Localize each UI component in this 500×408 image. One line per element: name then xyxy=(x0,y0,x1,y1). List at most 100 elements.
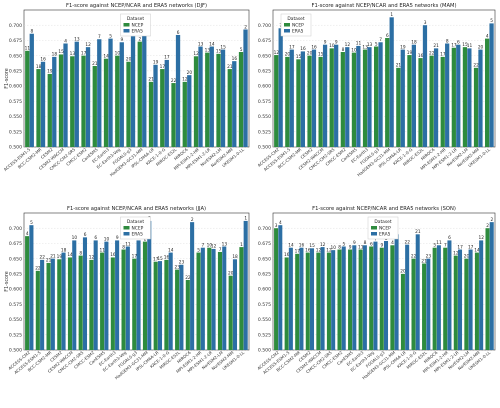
bar-rank-label: 21 xyxy=(148,77,154,83)
y-tick-label: 0.650 xyxy=(9,256,22,262)
y-tick-label: 0.675 xyxy=(9,38,22,44)
bar-era5 xyxy=(489,23,494,148)
bar-rank-label: 10 xyxy=(351,47,357,53)
bar-rank-label: 7 xyxy=(219,247,222,253)
legend-label-era5: ERA5 xyxy=(292,28,304,34)
bar-ncep xyxy=(171,83,176,147)
bar-rank-label: 15 xyxy=(462,42,468,48)
bar-rank-label: 9 xyxy=(381,243,384,249)
bar-ncep xyxy=(110,257,115,350)
bar-ncep xyxy=(451,47,456,147)
bar-era5 xyxy=(74,41,79,147)
bar-ncep xyxy=(142,241,148,350)
bar-era5 xyxy=(394,234,399,350)
bar-rank-label: 20 xyxy=(464,253,470,259)
bar-rank-label: 16 xyxy=(305,247,311,253)
bar-rank-label: 3 xyxy=(424,20,427,26)
legend-label-ncep: NCEP xyxy=(379,225,391,231)
bar-rank-label: 12 xyxy=(193,51,199,57)
bar-rank-label: 16 xyxy=(110,252,116,258)
bar-ncep xyxy=(81,55,86,147)
bar-era5 xyxy=(322,44,328,147)
bar-rank-label: 16 xyxy=(232,56,238,62)
bar-era5 xyxy=(115,240,120,350)
bar-rank-label: 11 xyxy=(436,240,442,246)
bar-rank-label: 22 xyxy=(185,275,191,281)
y-tick-label: 0.525 xyxy=(9,332,22,338)
bar-rank-label: 22 xyxy=(473,63,479,69)
bar-ncep xyxy=(70,56,75,147)
bar-era5 xyxy=(40,259,45,350)
bar-ncep xyxy=(485,228,490,350)
bar-rank-label: 9 xyxy=(121,37,124,43)
bar-ncep xyxy=(126,61,131,147)
bar-era5 xyxy=(40,61,46,147)
bar-rank-label: 16 xyxy=(284,252,290,258)
y-tick-label: 0.575 xyxy=(9,302,22,308)
bar-ncep xyxy=(362,49,368,148)
y-tick-label: 0.600 xyxy=(9,287,22,293)
bar-rank-label: 15 xyxy=(318,52,324,58)
bar-ncep xyxy=(36,69,41,147)
bar-era5 xyxy=(198,46,203,147)
bar-rank-label: 10 xyxy=(104,236,110,242)
bar-era5 xyxy=(458,249,463,350)
bar-era5 xyxy=(384,241,389,350)
bar-rank-label: 13 xyxy=(362,44,368,50)
bar-era5 xyxy=(125,246,130,350)
bar-ncep xyxy=(307,55,312,147)
bar-ncep xyxy=(396,67,401,147)
bar-ncep xyxy=(193,56,199,147)
bar-era5 xyxy=(168,252,173,350)
bar-ncep xyxy=(132,258,137,350)
bar-rank-label: 7 xyxy=(202,243,205,249)
bar-era5 xyxy=(142,30,147,147)
y-tick-label: 0.675 xyxy=(258,38,271,44)
bar-rank-label: 4 xyxy=(26,231,29,237)
y-tick-label: 0.575 xyxy=(9,99,22,105)
bar-ncep xyxy=(411,258,416,350)
bar-rank-label: 14 xyxy=(67,252,73,258)
bar-ncep xyxy=(185,279,190,350)
bar-rank-label: 13 xyxy=(222,241,228,247)
bar-era5 xyxy=(153,64,158,147)
bar-ncep xyxy=(374,46,379,147)
y-tick-label: 0.500 xyxy=(9,348,22,354)
bar-ncep xyxy=(358,249,363,350)
bar-ncep xyxy=(227,69,232,147)
bar-ncep xyxy=(305,252,310,350)
bar-era5 xyxy=(331,250,336,350)
bar-ncep xyxy=(369,246,374,350)
bar-rank-label: 19 xyxy=(400,44,406,50)
bar-rank-label: 18 xyxy=(36,64,42,70)
bar-ncep xyxy=(348,249,353,350)
y-tick-label: 0.625 xyxy=(258,271,271,277)
bar-era5 xyxy=(119,42,124,147)
bar-rank-label: 12 xyxy=(320,242,326,248)
bar-era5 xyxy=(97,39,102,147)
bar-ncep xyxy=(464,258,469,350)
bar-ncep xyxy=(326,252,331,350)
legend-swatch-era5 xyxy=(123,29,130,33)
bar-rank-label: 2 xyxy=(244,24,247,30)
bar-rank-label: 17 xyxy=(164,55,170,61)
bar-era5 xyxy=(209,46,214,147)
bar-rank-label: 13 xyxy=(70,51,76,57)
bar-era5 xyxy=(310,248,315,350)
bar-era5 xyxy=(85,47,91,147)
chart-panel-1: F1-score against NCEP/NCAR and ERA5 netw… xyxy=(3,3,250,177)
bar-era5 xyxy=(405,244,410,350)
bar-rank-label: 12 xyxy=(345,42,351,48)
bar-era5 xyxy=(362,245,367,350)
bar-rank-label: 17 xyxy=(153,257,159,263)
bar-rank-label: 17 xyxy=(289,44,295,50)
bar-rank-label: 9 xyxy=(324,40,327,46)
legend-label-era5: ERA5 xyxy=(379,231,391,237)
bar-rank-label: 11 xyxy=(467,43,473,49)
bar-ncep xyxy=(216,53,221,148)
bar-ncep xyxy=(25,236,30,350)
bar-rank-label: 17 xyxy=(295,249,301,255)
legend-label-era5: ERA5 xyxy=(132,28,144,34)
bar-era5 xyxy=(232,61,237,147)
bar-era5 xyxy=(232,259,238,350)
